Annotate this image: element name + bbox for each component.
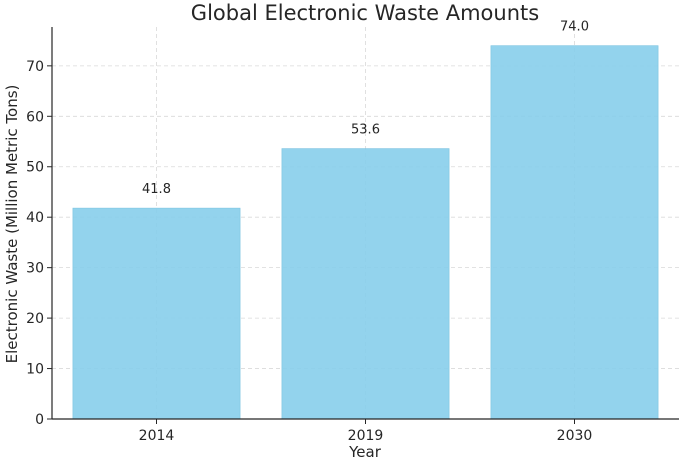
y-tick-label: 30 [26, 261, 44, 277]
x-tick-label: 2019 [348, 428, 384, 444]
bars [72, 45, 659, 420]
y-tick-label: 10 [26, 362, 44, 378]
y-tick-label: 40 [26, 210, 44, 226]
data-label: 41.8 [142, 182, 171, 197]
data-label: 53.6 [351, 123, 380, 138]
y-tick-label: 60 [26, 109, 44, 125]
data-labels: 41.8 53.6 74.0 [142, 20, 589, 197]
x-tick-label: 2030 [557, 428, 593, 444]
y-tick-label: 20 [26, 311, 44, 327]
bar-2014 [72, 207, 241, 420]
y-axis-label: Electronic Waste (Million Metric Tons) [3, 85, 21, 364]
x-axis-label: Year [348, 443, 382, 461]
bar-2019 [281, 148, 450, 420]
data-label: 74.0 [560, 20, 589, 35]
chart-title: Global Electronic Waste Amounts [191, 1, 539, 25]
y-tick-label: 0 [35, 412, 44, 428]
bar-2030 [490, 45, 659, 420]
y-tick-label: 70 [26, 59, 44, 75]
x-tick-label: 2014 [139, 428, 175, 444]
y-tick-label: 50 [26, 160, 44, 176]
